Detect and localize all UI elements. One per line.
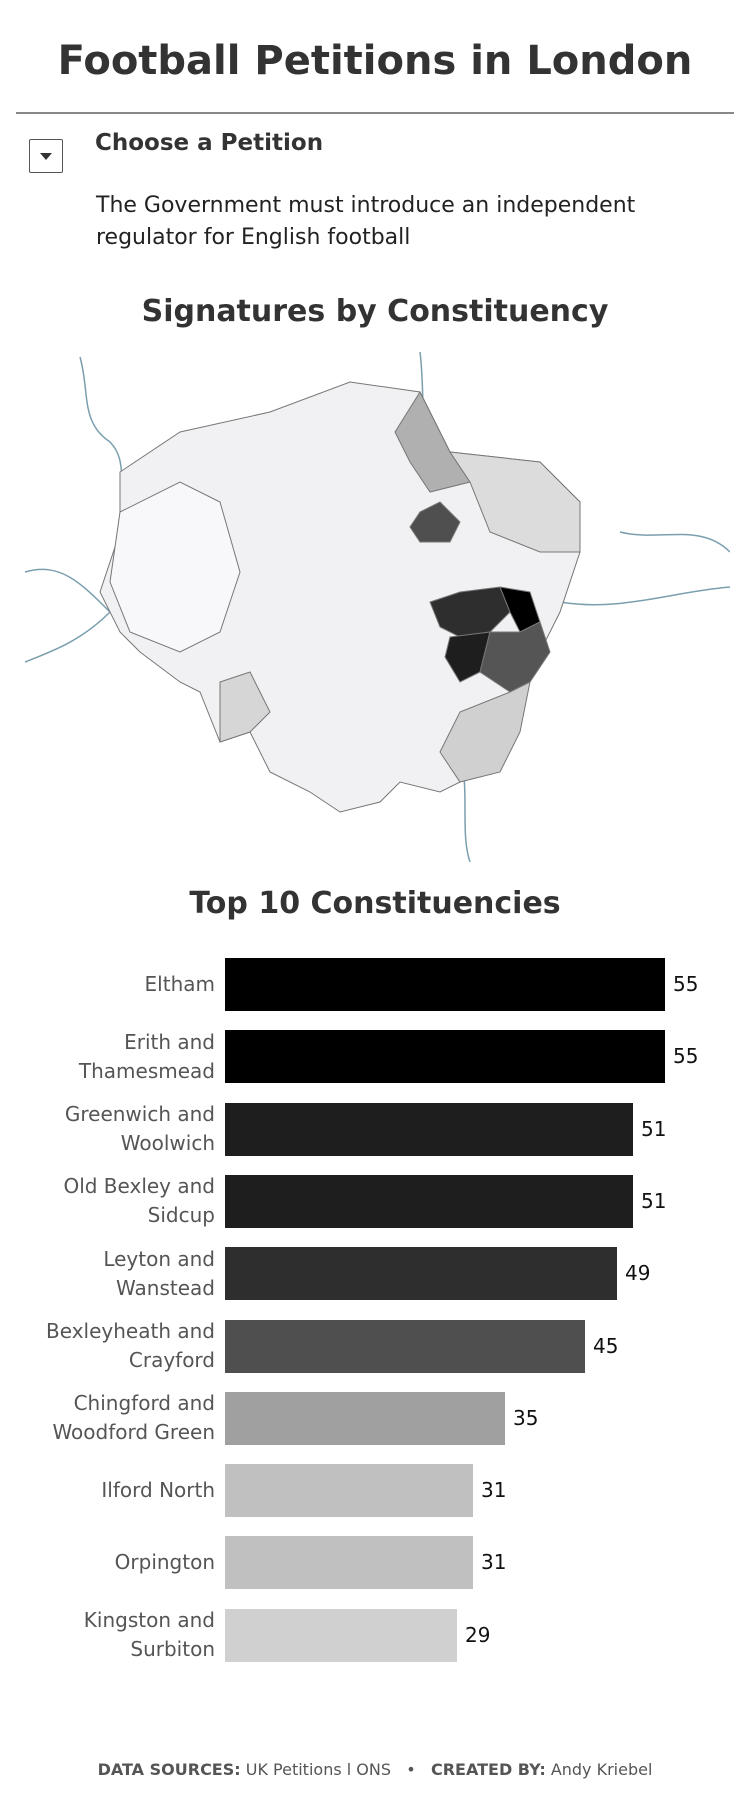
footer-text: UK Petitions l ONS [245,1760,391,1779]
bar [225,958,665,1011]
value-label: 31 [481,1550,507,1575]
category-label: Leyton and Wanstead [103,1246,215,1300]
category-label: Old Bexley and Sidcup [63,1174,215,1228]
bar [225,1608,457,1662]
dropdown-button[interactable] [29,139,63,173]
value-label: 49 [625,1261,651,1286]
bar [225,1030,665,1084]
divider [16,112,734,114]
footer: DATA SOURCES: UK Petitions l ONS • CREAT… [0,1760,750,1779]
bar [225,1464,473,1518]
value-label: 55 [673,1044,699,1069]
footer-text: Andy Kriebel [550,1760,653,1779]
category-label: Chingford and Woodford Green [52,1391,215,1445]
category-label: Bexleyheath and Crayford [46,1319,215,1372]
category-label: Kingston and Surbiton [83,1608,215,1662]
map-title: Signatures by Constituency [141,294,609,329]
footer-separator: • [406,1760,416,1779]
value-label: 51 [641,1188,667,1213]
value-label: 29 [465,1622,491,1647]
value-label: 31 [481,1478,507,1503]
category-label: Orpington [114,1550,215,1575]
value-label: 51 [641,1116,667,1141]
dropdown-label: Choose a Petition [95,130,324,156]
category-label: Eltham [144,972,215,996]
footer-label: DATA SOURCES: [97,1760,241,1779]
bar [225,1391,505,1445]
bar [225,1102,633,1156]
page-title: Football Petitions in London [57,38,693,84]
bar [225,1536,473,1590]
bar [225,1319,585,1373]
bar [225,1174,633,1228]
category-label: Erith and Thamesmead [78,1029,215,1083]
chart-title: Top 10 Constituencies [189,886,561,921]
bar [225,1247,617,1301]
footer-label: CREATED BY: [430,1760,546,1779]
value-label: 45 [593,1333,619,1358]
category-label: Greenwich and Woolwich [64,1102,215,1156]
selected-petition[interactable]: The Government must introduce an indepen… [96,193,636,250]
category-label: Ilford North [101,1478,215,1503]
value-label: 55 [673,972,699,996]
value-label: 35 [513,1405,539,1430]
map [24,352,730,862]
